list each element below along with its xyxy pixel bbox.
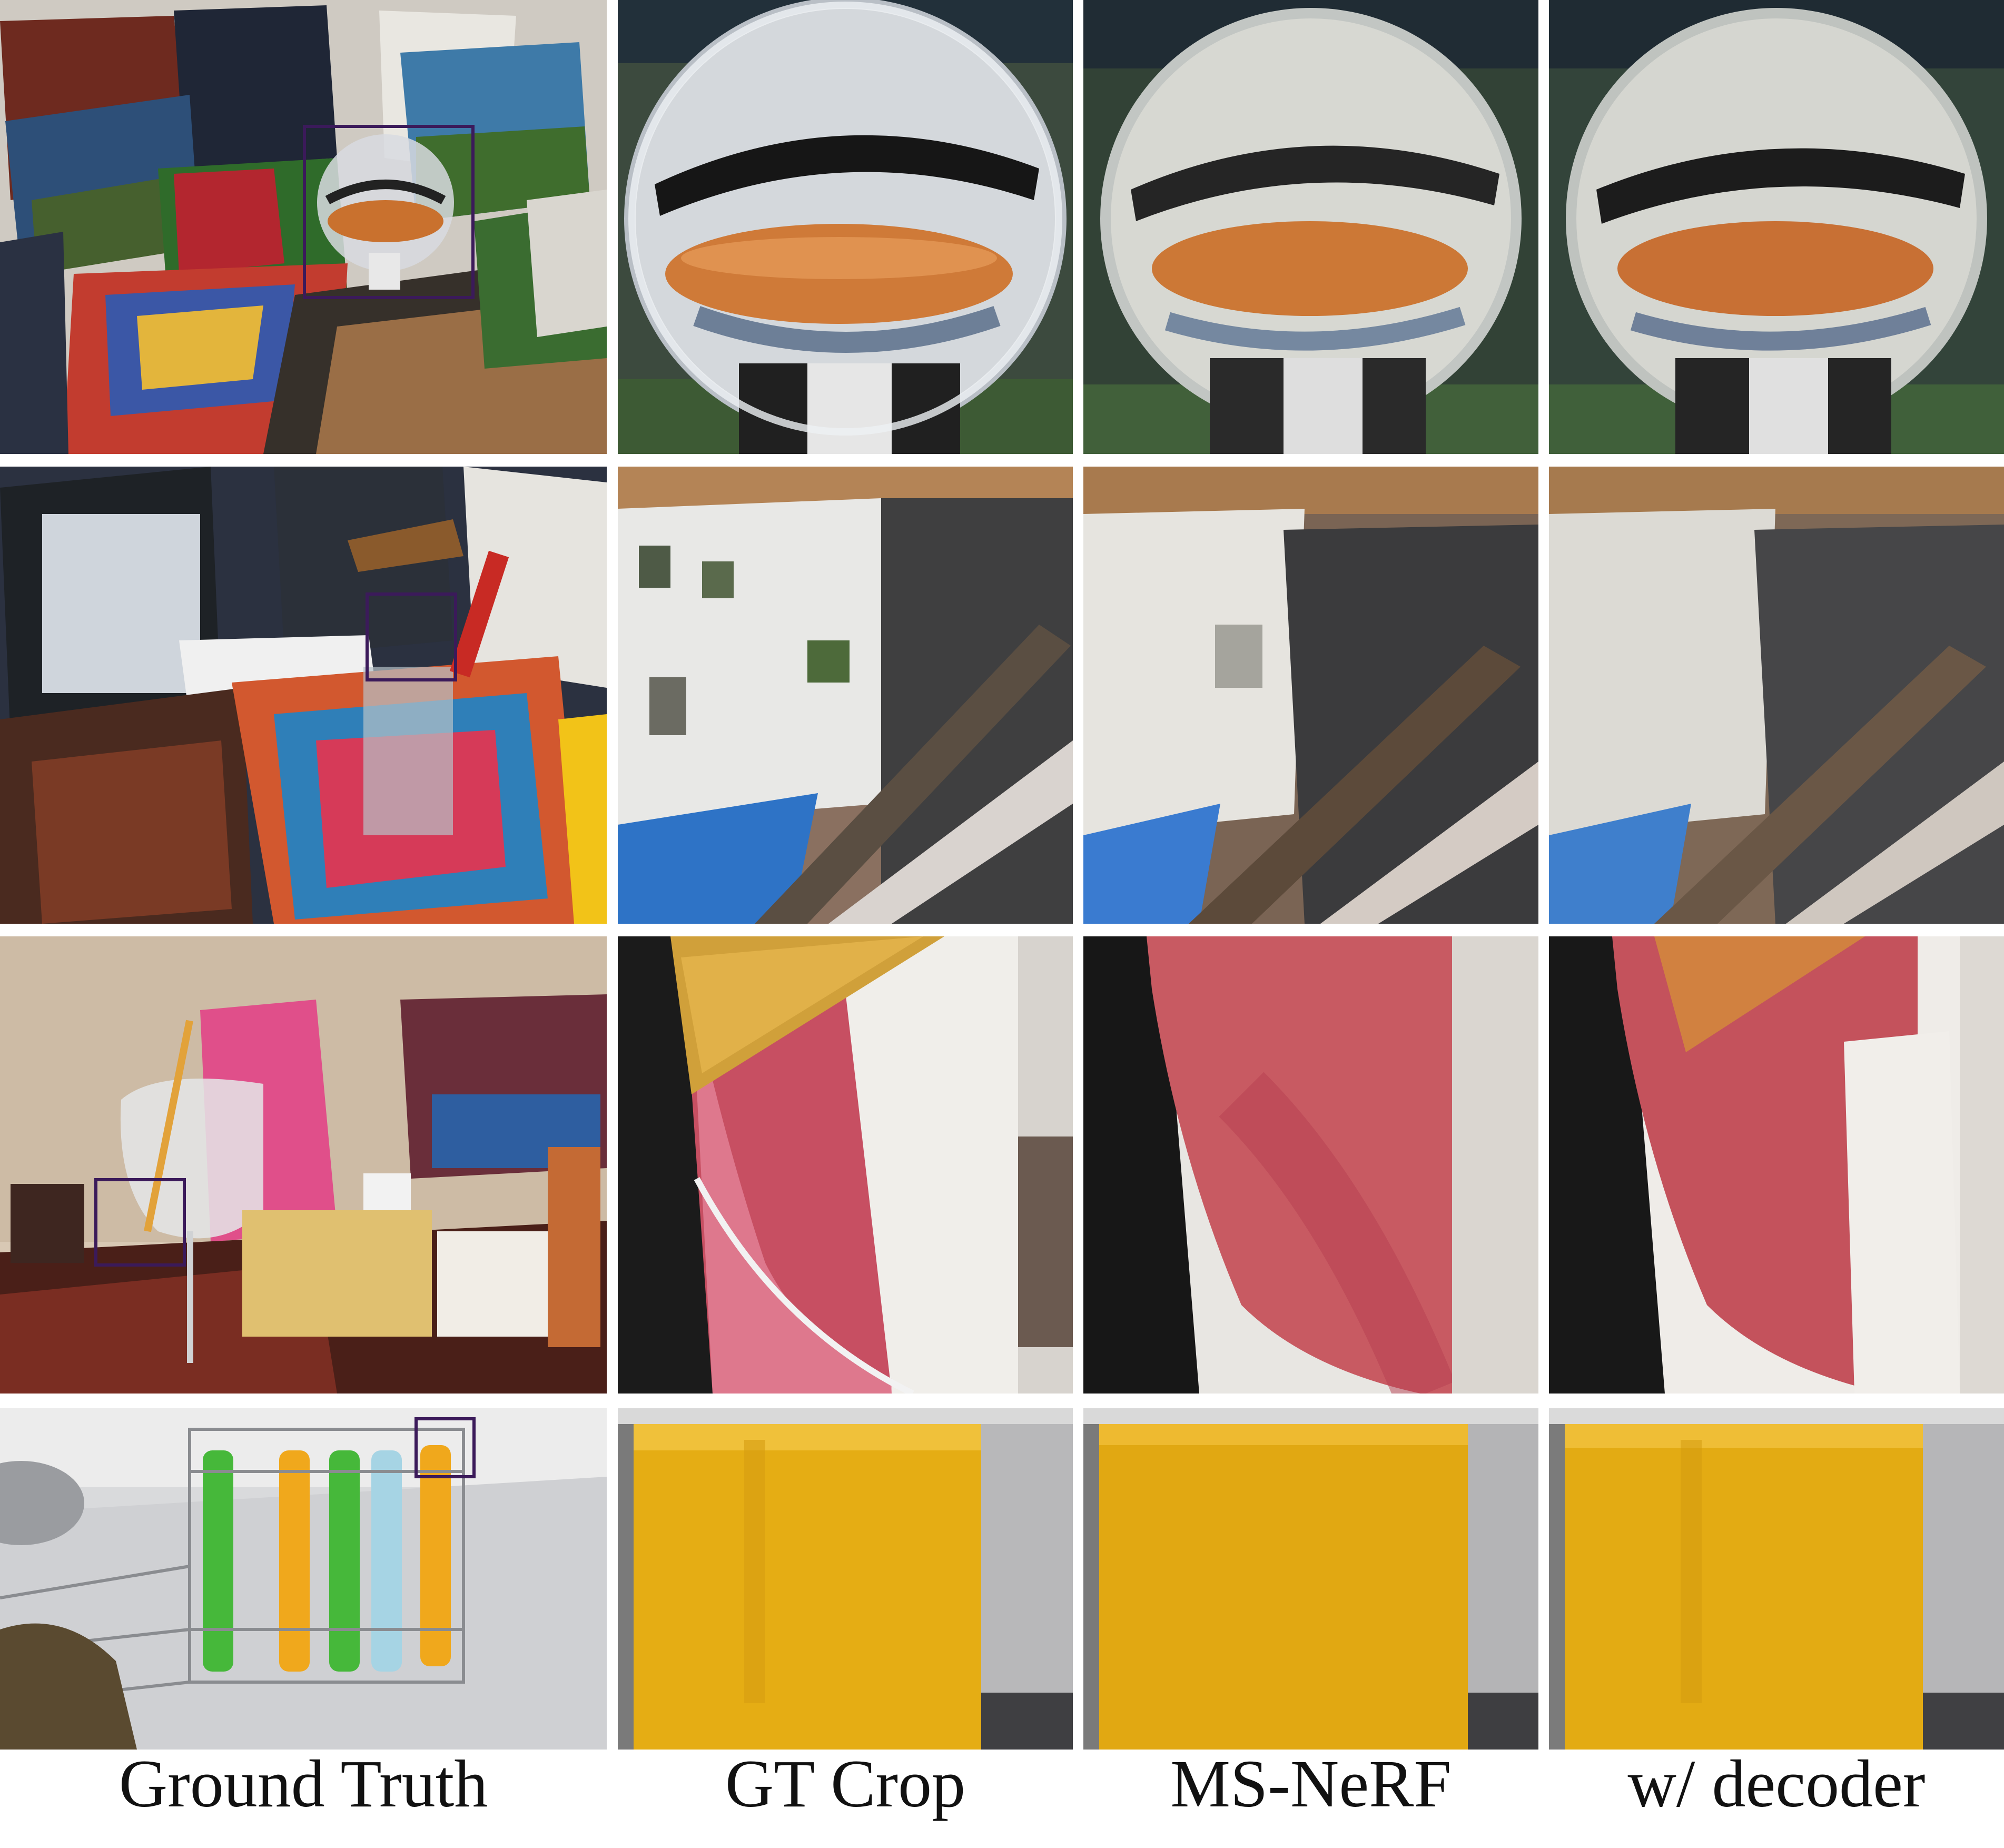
row1-ground-truth-image <box>0 0 607 454</box>
row4-highlight-box <box>414 1417 476 1478</box>
row1-ms-nerf-image <box>1083 0 1538 454</box>
caption-ms-nerf: MS-NeRF <box>1170 1746 1452 1821</box>
row2-ms-nerf-image <box>1083 467 1538 924</box>
row1-decoder-image <box>1549 0 2004 454</box>
caption-ground-truth: Ground Truth <box>119 1746 488 1821</box>
row4-ms-nerf-image <box>1083 1408 1538 1750</box>
row3-ground-truth-image <box>0 936 607 1394</box>
row4-decoder-image <box>1549 1408 2004 1750</box>
row1-gt-crop-image <box>618 0 1073 454</box>
row3-gt-crop-image <box>618 936 1073 1394</box>
row4-gt-crop-image <box>618 1408 1073 1750</box>
caption-gt-crop: GT Crop <box>725 1746 966 1821</box>
row3-decoder-image <box>1549 936 2004 1394</box>
row1-highlight-box <box>303 125 475 299</box>
row3-highlight-box <box>94 1178 186 1267</box>
row3-ms-nerf-image <box>1083 936 1538 1394</box>
row2-gt-crop-image <box>618 467 1073 924</box>
row2-highlight-box <box>366 592 457 681</box>
row2-ground-truth-image <box>0 467 607 924</box>
caption-decoder: w/ decoder <box>1627 1746 1926 1821</box>
row2-decoder-image <box>1549 467 2004 924</box>
row4-ground-truth-image <box>0 1408 607 1750</box>
